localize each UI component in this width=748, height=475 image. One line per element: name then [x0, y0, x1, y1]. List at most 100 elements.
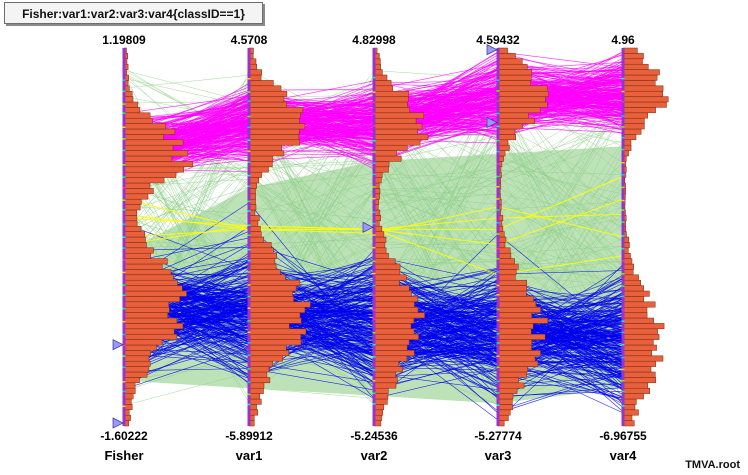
histogram-bar — [622, 90, 663, 97]
histogram-bar — [248, 236, 265, 243]
histogram-bar — [123, 225, 142, 232]
histogram-bar — [497, 312, 532, 319]
histogram-bar — [622, 409, 639, 416]
histogram-bar — [373, 333, 419, 340]
histogram-bar — [373, 107, 410, 114]
histogram-bar — [123, 285, 183, 292]
histogram-bar — [622, 339, 654, 346]
histogram-bar — [373, 166, 389, 173]
histogram-bar — [123, 317, 178, 324]
histogram-bar — [248, 215, 260, 222]
histogram-bar — [622, 58, 643, 65]
histogram-bar — [123, 161, 194, 168]
histogram-bar — [248, 150, 285, 157]
histogram-bar — [123, 204, 141, 211]
histogram-bar — [373, 74, 388, 81]
histogram-bar — [373, 306, 419, 313]
histogram-bar — [123, 231, 145, 238]
histogram-bar — [123, 155, 173, 162]
histogram-bar — [622, 290, 650, 297]
histogram-bar — [622, 74, 658, 81]
axis-max-label-var4: 4.96 — [611, 33, 635, 47]
histogram-bar — [123, 123, 166, 130]
histogram-bar — [123, 301, 169, 308]
histogram-bar — [123, 236, 146, 243]
axis-range-marker-icon — [362, 221, 374, 233]
histogram-bar — [248, 252, 277, 259]
histogram-bar — [622, 344, 657, 351]
histogram-bar — [373, 161, 390, 168]
histogram-bar — [248, 258, 276, 265]
histogram-bar — [123, 215, 138, 222]
histogram-bar — [373, 274, 407, 281]
histogram-bar — [123, 220, 138, 227]
histogram-bar — [248, 387, 264, 394]
histogram-bar — [373, 247, 387, 254]
histogram-bar — [123, 279, 178, 286]
histogram-bar — [622, 63, 649, 70]
histogram-bar — [373, 90, 410, 97]
histogram-bar — [497, 360, 539, 367]
histogram-bar — [622, 328, 658, 335]
histogram-bar — [123, 252, 151, 259]
axis-range-marker-icon — [112, 339, 124, 351]
histogram-bar — [497, 377, 519, 384]
histogram-bar — [622, 96, 669, 103]
histogram-bar — [248, 317, 302, 324]
histogram-bar — [622, 80, 656, 87]
histogram-bar — [123, 150, 189, 157]
histogram-bar — [497, 258, 515, 265]
histogram-bar — [373, 377, 398, 384]
histogram-bar — [123, 171, 177, 178]
histogram-bar — [123, 323, 184, 330]
histogram-bar — [123, 350, 151, 357]
histogram-bar — [497, 301, 537, 308]
histogram-bar — [248, 339, 302, 346]
histogram-bar — [123, 177, 165, 184]
histogram-bar — [373, 155, 402, 162]
histogram-bar — [248, 134, 300, 141]
marker-layer — [112, 44, 498, 429]
histogram-bar — [248, 355, 283, 362]
histogram-bar — [248, 312, 301, 319]
histogram-bar — [123, 193, 149, 200]
histogram-bar — [373, 296, 418, 303]
axis-max-label-var1: 4.5708 — [231, 33, 268, 47]
histogram-bar — [248, 242, 272, 249]
histogram-bar — [248, 117, 300, 124]
histogram-bar — [123, 128, 176, 135]
histogram-bar — [373, 242, 386, 249]
histogram-bar — [123, 366, 150, 373]
histogram-bar — [497, 134, 516, 141]
histogram-bar — [497, 85, 548, 92]
histogram-bar — [248, 139, 300, 146]
histogram-bar — [248, 101, 287, 108]
histogram-bar — [373, 279, 400, 286]
histogram-bar — [497, 285, 527, 292]
histogram-bar — [497, 247, 511, 254]
axis-name-fisher: Fisher — [104, 448, 143, 463]
histogram-bar — [123, 209, 137, 216]
histogram-bar — [622, 312, 648, 319]
histogram-bar — [248, 344, 287, 351]
histogram-bar — [622, 317, 654, 324]
histogram-bar — [123, 242, 147, 249]
histogram-bar — [497, 112, 529, 119]
histogram-bar — [248, 285, 297, 292]
histogram-bar — [123, 134, 164, 141]
histogram-bar — [123, 328, 175, 335]
histogram-bar — [497, 274, 516, 281]
histogram-bar — [123, 182, 151, 189]
histogram-bar — [497, 333, 546, 340]
histogram-bar — [373, 317, 415, 324]
histogram-bar — [497, 63, 528, 70]
histogram-bar — [622, 404, 636, 411]
histogram-bar — [622, 323, 665, 330]
histogram-bar — [497, 117, 535, 124]
histogram-bar — [622, 69, 660, 76]
histogram-bar — [622, 371, 656, 378]
histogram-bar — [497, 144, 510, 151]
histogram-bar — [248, 85, 282, 92]
histogram-bar — [497, 96, 546, 103]
histogram-bar — [497, 80, 531, 87]
